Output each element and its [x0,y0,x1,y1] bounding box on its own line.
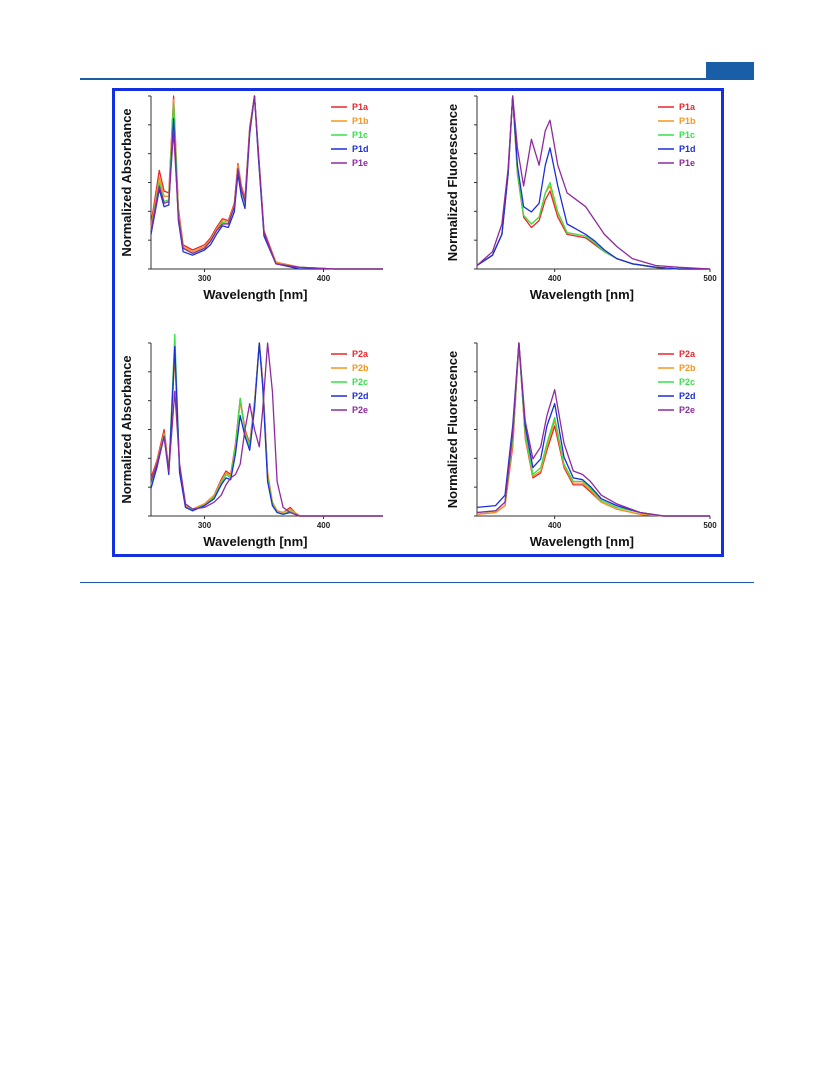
x-tick-label: 400 [317,274,331,283]
figure-frame: 300 400 Wavelength [nm] Normalized Absorban… [112,88,724,557]
x-tick-label: 300 [198,274,212,283]
legend-label-P2a: P2a [679,349,696,359]
series-line-P2d [150,342,383,517]
p1-fluorescence-panel: 400 500 Wavelength [nm] Normalized Fluoresc… [445,95,717,302]
x-axis-label: Wavelength [nm] [203,534,307,549]
series-line-P2b [150,342,383,517]
legend-label-P2e: P2e [352,405,368,415]
p1-absorbance-panel: 300 400 Wavelength [nm] Normalized Absorban… [119,95,383,302]
x-tick-label: 500 [703,521,717,530]
legend-label-P2a: P2a [352,349,369,359]
header-rule [80,78,754,80]
series-line-P1d [150,95,383,270]
x-tick-label: 500 [703,274,717,283]
legend-label-P2d: P2d [352,391,369,401]
x-tick-label: 400 [317,521,331,530]
legend-label-P2b: P2b [679,363,696,373]
legend-label-P1b: P1b [679,116,696,126]
footer-rule [80,582,754,583]
y-axis-label: Normalized Absorbance [119,355,134,503]
x-axis-label: Wavelength [nm] [530,287,634,302]
legend-label-P2c: P2c [352,377,368,387]
y-axis-label: Normalized Fluorescence [445,104,460,262]
series-line-P2d [476,342,710,517]
x-axis-label: Wavelength [nm] [530,534,634,549]
legend-label-P1e: P1e [679,158,695,168]
series-line-P1a [476,95,710,270]
legend-label-P1b: P1b [352,116,369,126]
legend-label-P1c: P1c [679,130,695,140]
spectra-figure: 300 400 Wavelength [nm] Normalized Absorban… [119,95,717,549]
series-line-P2e [150,342,383,517]
legend-label-P2e: P2e [679,405,695,415]
legend-label-P1e: P1e [352,158,368,168]
page-header-tab [706,62,754,78]
p2-absorbance-panel: 300 400 Wavelength [nm] Normalized Absorban… [119,333,383,549]
series-line-P2c [150,333,383,517]
x-axis-label: Wavelength [nm] [203,287,307,302]
legend-label-P2c: P2c [679,377,695,387]
legend-label-P1a: P1a [679,102,696,112]
legend-label-P2d: P2d [679,391,696,401]
legend-label-P1c: P1c [352,130,368,140]
legend-label-P2b: P2b [352,363,369,373]
y-axis-label: Normalized Absorbance [119,108,134,256]
legend-label-P1d: P1d [679,144,696,154]
p2-fluorescence-panel: 400 500 Wavelength [nm] Normalized Fluoresc… [445,342,717,549]
series-line-P2a [150,342,383,517]
series-line-P2e [476,342,710,517]
x-tick-label: 400 [548,274,562,283]
series-line-P1e [476,95,711,270]
series-line-P1e [150,95,383,270]
legend-label-P1d: P1d [352,144,369,154]
x-tick-label: 400 [548,521,562,530]
legend-label-P1a: P1a [352,102,369,112]
y-axis-label: Normalized Fluorescence [445,351,460,509]
x-tick-label: 300 [198,521,212,530]
